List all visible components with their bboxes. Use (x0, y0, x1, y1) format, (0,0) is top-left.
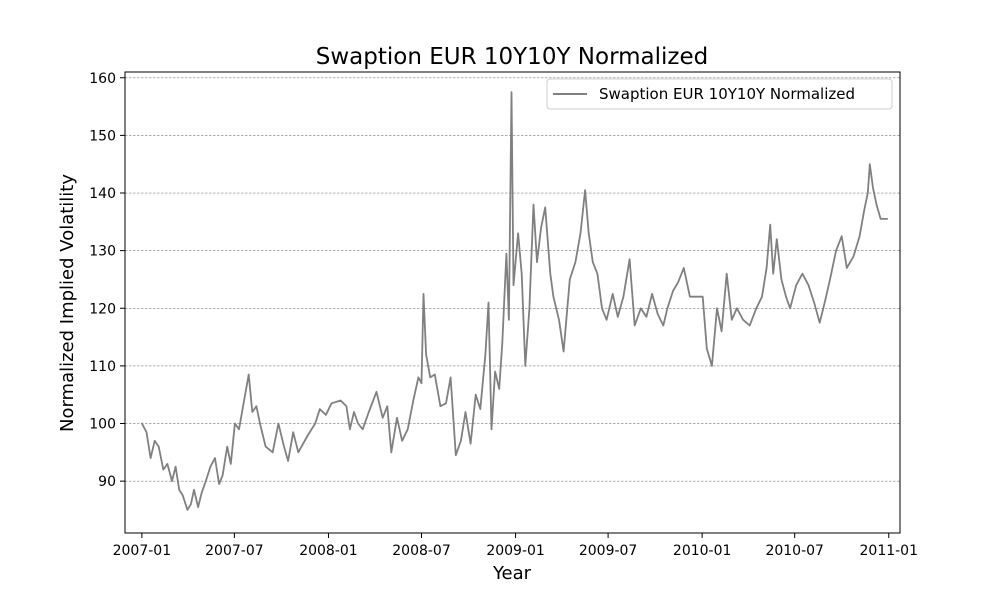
x-axis: 2007-01 2007-07 2008-01 2008-07 2009-01 2009-… (113, 533, 918, 559)
x-tick-label-2008-01: 2008-01 (299, 543, 358, 559)
grid-lines (125, 77, 900, 482)
y-tick-label-120: 120 (89, 301, 116, 317)
y-tick-label-140: 140 (89, 186, 116, 202)
x-tick-label-2007-01: 2007-01 (113, 543, 172, 559)
y-tick-label-130: 130 (89, 244, 116, 260)
chart-title: Swaption EUR 10Y10Y Normalized (316, 44, 709, 70)
x-tick-label-2010-07: 2010-07 (765, 543, 824, 559)
legend: Swaption EUR 10Y10Y Normalized (546, 78, 893, 110)
legend-box (546, 78, 893, 110)
x-axis-title: Year (492, 563, 532, 584)
x-tick-label-2008-07: 2008-07 (392, 543, 451, 559)
legend-label: Swaption EUR 10Y10Y Normalized (599, 85, 855, 103)
y-tick-label-160: 160 (89, 71, 116, 87)
y-tick-label-100: 100 (89, 417, 116, 433)
y-tick-label-150: 150 (89, 128, 116, 144)
x-tick-label-2009-01: 2009-01 (486, 543, 545, 559)
y-tick-label-90: 90 (98, 474, 116, 490)
series-layer (141, 91, 889, 511)
y-axis: 90 100 110 120 130 140 150 160 (89, 71, 125, 490)
x-tick-label-2011-01: 2011-01 (860, 543, 919, 559)
x-tick-label-2007-07: 2007-07 (205, 543, 264, 559)
series-line-0 (141, 91, 889, 511)
y-tick-label-110: 110 (89, 359, 116, 375)
plot-frame (124, 71, 901, 534)
x-tick-label-2009-07: 2009-07 (579, 543, 638, 559)
y-axis-title: Normalized Implied Volatility (57, 174, 78, 432)
x-tick-label-2010-01: 2010-01 (673, 543, 732, 559)
